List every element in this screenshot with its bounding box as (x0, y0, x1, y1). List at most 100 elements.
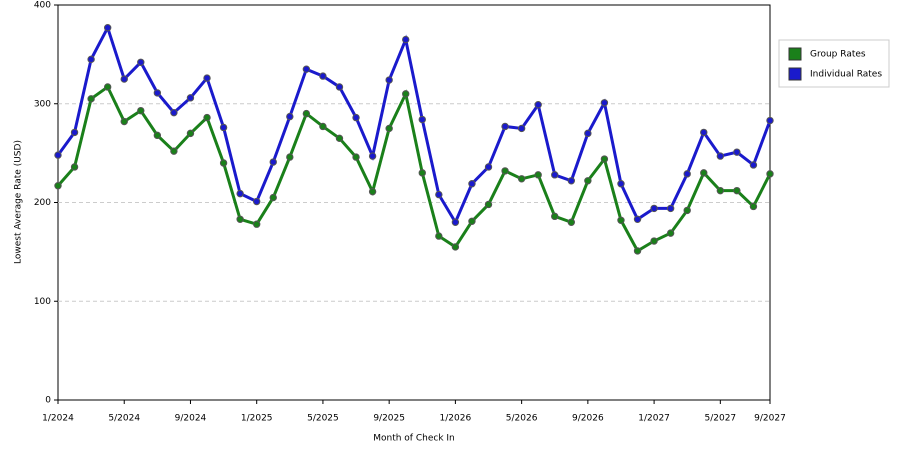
data-point (766, 170, 774, 178)
data-point (766, 116, 774, 125)
data-point (716, 186, 725, 195)
data-point (683, 206, 691, 215)
data-point (716, 152, 725, 160)
y-tick-label: 300 (34, 99, 51, 109)
data-point (252, 220, 261, 228)
data-point (402, 90, 410, 98)
data-point (120, 75, 128, 83)
data-point (402, 35, 410, 44)
data-point (567, 177, 576, 185)
data-point (120, 117, 128, 126)
data-point (236, 189, 244, 198)
data-point (368, 152, 377, 160)
data-point (418, 115, 426, 124)
data-point (153, 89, 162, 97)
data-point (733, 148, 741, 156)
data-point (584, 129, 592, 138)
x-tick-label: 9/2027 (754, 414, 786, 424)
data-point (683, 170, 691, 178)
data-point (700, 128, 708, 137)
data-point (319, 72, 327, 80)
x-tick-label: 5/2027 (704, 414, 736, 424)
data-point (517, 124, 526, 133)
data-point (468, 180, 476, 188)
x-tick-label: 9/2024 (175, 414, 207, 424)
plot-area (57, 4, 771, 401)
y-tick-label: 0 (45, 396, 51, 406)
data-point (484, 200, 493, 209)
data-point (666, 229, 675, 237)
data-point (203, 74, 211, 82)
x-tick-label: 5/2025 (307, 414, 339, 424)
data-point (435, 232, 443, 240)
data-point (385, 124, 393, 133)
data-point (418, 169, 426, 177)
x-tick-label: 1/2025 (241, 414, 273, 424)
x-tick-label: 9/2025 (373, 414, 405, 424)
data-point (70, 128, 79, 137)
data-point (87, 55, 95, 64)
data-point (633, 215, 642, 223)
x-tick-label: 9/2026 (572, 414, 604, 424)
data-point (600, 155, 609, 163)
data-point (137, 58, 145, 66)
data-point (617, 216, 625, 224)
data-point (335, 83, 344, 91)
data-point (319, 122, 327, 131)
legend-label: Individual Rates (810, 70, 882, 80)
x-tick-label: 5/2026 (506, 414, 538, 424)
data-point (269, 193, 277, 202)
data-point (219, 159, 228, 167)
data-point (650, 204, 658, 213)
data-point (666, 204, 675, 213)
data-point (567, 218, 576, 226)
data-point (451, 243, 460, 251)
data-point (186, 94, 195, 102)
data-point (733, 186, 741, 195)
data-point (54, 151, 62, 159)
data-point (352, 113, 360, 122)
data-point (650, 237, 658, 245)
data-point (352, 153, 360, 161)
data-point (170, 108, 178, 117)
data-point (137, 106, 145, 115)
data-point (203, 113, 211, 122)
data-point (517, 175, 526, 183)
data-point (468, 217, 476, 225)
data-point (551, 171, 559, 179)
legend-label: Group Rates (810, 50, 866, 60)
data-point (170, 147, 178, 155)
data-point (534, 171, 542, 179)
data-point (584, 177, 592, 185)
data-point (335, 134, 344, 143)
data-point (749, 161, 758, 169)
data-point (451, 218, 460, 226)
x-tick-label: 5/2024 (108, 414, 140, 424)
data-point (186, 129, 195, 138)
data-point (286, 112, 294, 121)
data-point (501, 167, 509, 175)
y-tick-label: 200 (34, 198, 51, 208)
data-point (534, 101, 542, 109)
data-point (269, 158, 277, 166)
y-tick-label: 400 (34, 1, 51, 11)
data-point (484, 163, 493, 171)
data-point (749, 202, 758, 211)
data-point (600, 99, 609, 107)
data-point (700, 169, 708, 177)
data-point (368, 187, 377, 196)
x-axis-label: Month of Check In (373, 434, 455, 444)
data-point (103, 83, 112, 91)
y-axis-label: Lowest Average Rate (USD) (14, 140, 24, 264)
data-point (435, 190, 443, 199)
y-tick-label: 100 (34, 297, 51, 307)
x-tick-label: 1/2024 (42, 414, 74, 424)
data-point (153, 131, 162, 140)
x-tick-label: 1/2026 (440, 414, 472, 424)
data-point (501, 122, 509, 131)
data-point (103, 24, 112, 32)
data-point (286, 153, 294, 161)
data-point (302, 65, 311, 73)
data-point (70, 163, 79, 171)
